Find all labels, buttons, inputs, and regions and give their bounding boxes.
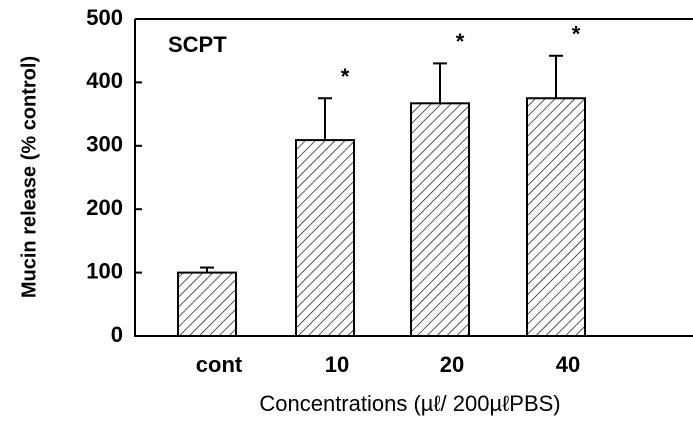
significance-marker: *	[456, 29, 465, 54]
x-tick-label: 40	[556, 352, 580, 377]
x-tick-label: cont	[196, 352, 243, 377]
y-tick-label: 100	[86, 258, 123, 283]
y-tick-label: 300	[86, 132, 123, 157]
x-axis-label: Concentrations (µℓ/ 200µℓPBS)	[259, 391, 560, 416]
significance-marker: *	[341, 64, 350, 89]
bar	[526, 97, 586, 337]
x-tick-label: 10	[325, 352, 349, 377]
y-tick-label: 200	[86, 195, 123, 220]
significance-marker: *	[572, 22, 581, 47]
y-tick-label: 400	[86, 68, 123, 93]
y-tick-label: 0	[111, 322, 123, 347]
bar	[295, 139, 355, 337]
bar	[410, 102, 470, 337]
annotation: SCPT	[168, 32, 227, 57]
bar	[177, 271, 237, 338]
y-tick-label: 500	[86, 5, 123, 30]
y-axis-label: Mucin release (% control)	[18, 56, 40, 298]
x-tick-label: 20	[440, 352, 464, 377]
